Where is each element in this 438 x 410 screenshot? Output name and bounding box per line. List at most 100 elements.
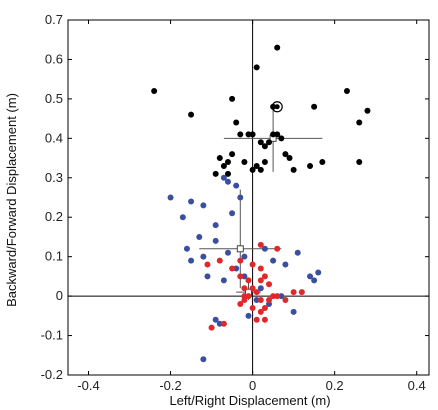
red-point xyxy=(257,297,264,304)
red-point xyxy=(261,304,268,311)
blue-point xyxy=(200,202,207,209)
black-point xyxy=(249,131,256,138)
black-point xyxy=(274,131,281,138)
errorbar-center xyxy=(236,245,244,253)
red-point xyxy=(229,265,236,272)
y-axis: -0.2 -0.1 0 0.1 0.2 0.3 0.4 0.5 0.6 0.7 xyxy=(41,12,429,382)
blue-point xyxy=(212,237,219,244)
y-tick-label: 0.5 xyxy=(45,91,63,106)
x-tick-label: 0.4 xyxy=(408,378,426,393)
black-point xyxy=(224,159,231,165)
black-point xyxy=(282,151,289,158)
blue-point xyxy=(216,320,223,327)
blue-point xyxy=(253,297,260,304)
blue-point xyxy=(212,316,219,323)
x-tick-label: 0 xyxy=(249,378,256,393)
black-point xyxy=(286,155,293,162)
black-point xyxy=(278,135,285,142)
black-point xyxy=(151,88,158,94)
blue-point xyxy=(179,214,186,221)
black-point xyxy=(261,159,268,165)
black-point xyxy=(188,111,195,118)
highlighted-point-ring xyxy=(271,101,283,113)
blue-point xyxy=(233,265,240,272)
red-point xyxy=(266,297,273,304)
errorbar-black xyxy=(223,104,323,172)
x-tick-label: -0.4 xyxy=(77,378,99,393)
red-point xyxy=(282,297,289,304)
blue-point xyxy=(257,285,264,292)
blue-point xyxy=(261,245,268,252)
blue-point xyxy=(212,222,219,229)
y-tick-label: 0.2 xyxy=(45,209,63,224)
blue-point xyxy=(220,174,227,181)
black-point xyxy=(212,170,219,177)
black-point xyxy=(319,159,326,165)
red-point xyxy=(257,265,264,272)
red-point xyxy=(245,293,252,300)
red-point xyxy=(253,316,260,323)
x-axis-label: Left/Right Displacement (m) xyxy=(169,393,330,408)
x-tick-label: -0.2 xyxy=(159,378,181,393)
black-point xyxy=(311,103,318,110)
red-point xyxy=(237,301,244,307)
red-point xyxy=(241,293,248,300)
blue-point xyxy=(315,269,322,276)
black-point xyxy=(237,131,244,138)
red-point xyxy=(290,289,297,296)
blue-point xyxy=(270,257,277,264)
blue-point xyxy=(237,194,244,201)
black-point xyxy=(356,119,363,126)
x-tick-label: 0.2 xyxy=(326,378,344,393)
black-point xyxy=(274,44,281,51)
highlighted-point xyxy=(274,104,280,110)
blue-point xyxy=(183,245,190,252)
zero-lines xyxy=(68,20,429,375)
y-tick-label: 0.7 xyxy=(45,12,63,27)
black-point xyxy=(290,166,297,173)
black-point xyxy=(224,170,231,177)
y-tick-label: 0.4 xyxy=(45,130,63,145)
blue-point xyxy=(196,233,203,240)
black-point xyxy=(233,119,240,126)
blue-point xyxy=(200,253,207,260)
y-tick-label: 0.6 xyxy=(45,51,63,66)
blue-point xyxy=(224,249,231,256)
blue-point xyxy=(224,178,231,185)
blue-point xyxy=(278,293,285,300)
black-point xyxy=(241,159,248,165)
red-point xyxy=(266,281,273,288)
red-point xyxy=(237,257,244,264)
black-point xyxy=(356,159,363,165)
red-point xyxy=(257,277,264,284)
data-points xyxy=(151,44,371,363)
blue-point xyxy=(220,277,227,284)
black-point xyxy=(266,139,273,146)
y-tick-label: -0.2 xyxy=(41,367,63,382)
blue-point xyxy=(282,261,289,268)
red-point xyxy=(274,245,281,252)
black-point xyxy=(343,88,350,94)
blue-point xyxy=(241,253,248,260)
y-tick-label: 0.3 xyxy=(45,170,63,185)
red-point xyxy=(241,285,248,292)
black-point xyxy=(307,162,314,169)
black-point xyxy=(220,162,227,169)
y-tick-label: 0.1 xyxy=(45,249,63,264)
blue-point xyxy=(167,194,174,201)
blue-point xyxy=(200,356,207,363)
red-point xyxy=(237,273,244,280)
red-point xyxy=(257,308,264,315)
blue-point xyxy=(245,312,252,319)
blue-point xyxy=(204,273,211,280)
blue-point xyxy=(294,249,301,256)
black-point xyxy=(257,139,264,146)
blue-point xyxy=(241,273,248,280)
black-point xyxy=(229,151,236,158)
black-point xyxy=(257,166,264,173)
blue-point xyxy=(290,308,297,315)
red-point xyxy=(220,320,227,327)
black-point xyxy=(270,131,277,138)
black-point xyxy=(245,131,252,138)
